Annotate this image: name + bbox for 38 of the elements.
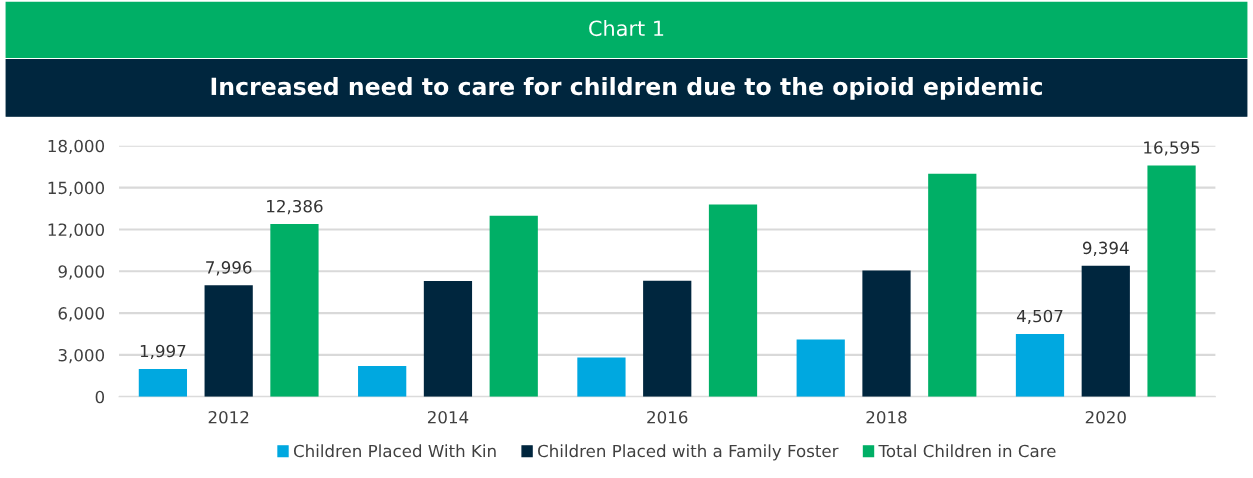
y-tick-label: 15,000 xyxy=(48,181,105,196)
data-label: 1,997 xyxy=(140,344,186,360)
legend-label: Children Placed With Kin xyxy=(293,444,496,458)
data-label: 4,507 xyxy=(1016,309,1063,325)
x-tick-label: 2018 xyxy=(866,410,907,424)
chart-title: Chart 1 xyxy=(589,20,664,37)
bar xyxy=(928,173,977,397)
legend-label: Total Children in Care xyxy=(878,444,1056,458)
data-label: 12,386 xyxy=(267,199,323,215)
chart-subtitle: Increased need to care for children due to the opioid epidemic xyxy=(211,77,1042,100)
data-label: 16,595 xyxy=(1144,141,1200,156)
bar xyxy=(708,204,758,397)
bar xyxy=(1147,165,1196,397)
x-tick-label: 2016 xyxy=(647,410,688,424)
bar xyxy=(1081,265,1130,397)
y-tick-label: 6,000 xyxy=(58,307,105,322)
x-tick-label: 2014 xyxy=(427,410,469,424)
x-tick-label: 2012 xyxy=(208,410,249,424)
y-tick-label: 12,000 xyxy=(48,223,105,238)
bar xyxy=(1015,333,1065,397)
y-tick-label: 9,000 xyxy=(58,265,105,280)
bar xyxy=(862,270,911,397)
bar xyxy=(489,215,538,397)
x-tick-label: 2020 xyxy=(1085,410,1126,424)
data-label: 9,394 xyxy=(1082,241,1129,256)
y-tick-label: 0 xyxy=(95,390,105,404)
bar xyxy=(358,366,407,397)
bar xyxy=(138,368,188,397)
bar xyxy=(577,357,626,397)
y-tick-label: 18,000 xyxy=(48,139,105,155)
bar xyxy=(423,281,473,397)
bar xyxy=(643,280,692,397)
y-tick-label: 3,000 xyxy=(58,348,105,364)
data-label: 7,996 xyxy=(206,261,252,276)
bar xyxy=(796,339,845,397)
bar xyxy=(270,224,319,397)
bar xyxy=(204,285,253,397)
legend-label: Children Placed with a Family Foster xyxy=(538,444,839,461)
